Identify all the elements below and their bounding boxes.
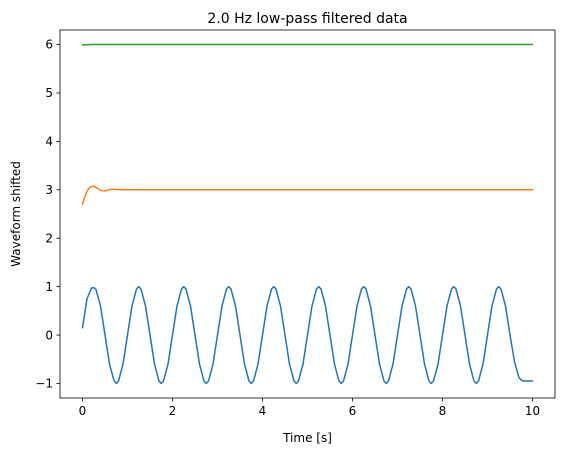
series-line-1 bbox=[81, 285, 534, 385]
y-tick-label: −1 bbox=[35, 377, 53, 391]
x-tick-label: 8 bbox=[439, 404, 447, 418]
y-axis-label: Waveform shifted bbox=[9, 161, 23, 267]
x-tick-label: 4 bbox=[259, 404, 267, 418]
y-tick-label: 6 bbox=[45, 38, 53, 52]
y-tick-label: 4 bbox=[45, 135, 53, 149]
y-tick-label: 1 bbox=[45, 280, 53, 294]
y-tick-label: 2 bbox=[45, 231, 53, 245]
y-tick-label: 5 bbox=[45, 86, 53, 100]
chart-title: 2.0 Hz low-pass filtered data bbox=[207, 11, 407, 27]
series-layer bbox=[81, 43, 534, 385]
y-axis: −1 0 1 2 3 4 5 6 bbox=[35, 38, 60, 391]
y-tick-label: 3 bbox=[45, 183, 53, 197]
x-tick-label: 0 bbox=[79, 404, 87, 418]
x-axis: 0 2 4 6 8 10 bbox=[79, 398, 540, 418]
y-tick-label: 0 bbox=[45, 328, 53, 342]
plot-frame bbox=[59, 29, 556, 399]
x-axis-label: Time [s] bbox=[282, 431, 332, 445]
x-tick-label: 6 bbox=[349, 404, 357, 418]
x-tick-label: 2 bbox=[169, 404, 177, 418]
x-tick-label: 10 bbox=[525, 404, 540, 418]
series-line-2 bbox=[81, 185, 534, 206]
